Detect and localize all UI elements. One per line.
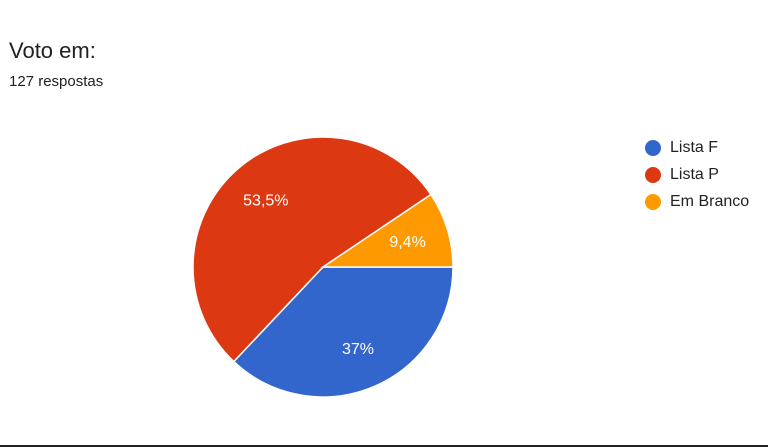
- chart-title: Voto em:: [9, 38, 96, 63]
- response-count: 127 respostas: [9, 73, 104, 90]
- slice-label: 9,4%: [389, 234, 425, 251]
- pie-slice-em-branco[interactable]: [320, 193, 454, 268]
- legend-swatch: [645, 166, 661, 183]
- legend-swatch: [645, 193, 661, 210]
- legend-item-lista-f[interactable]: Lista F: [645, 134, 749, 161]
- legend-label: Lista P: [670, 165, 719, 183]
- legend-label: Em Branco: [670, 192, 750, 210]
- legend-item-lista-p[interactable]: Lista P: [645, 161, 749, 188]
- slice-label: 37%: [342, 341, 374, 358]
- legend-label: Lista F: [670, 138, 719, 156]
- pie-slice-lista-p[interactable]: [192, 136, 432, 363]
- legend-item-em-branco[interactable]: Em Branco: [645, 188, 749, 215]
- slice-label: 53,5%: [243, 193, 288, 210]
- legend: Lista F Lista P Em Branco: [645, 134, 749, 215]
- legend-swatch: [645, 139, 661, 156]
- bottom-border: [0, 445, 768, 447]
- pie-slice-lista-f[interactable]: [232, 266, 454, 398]
